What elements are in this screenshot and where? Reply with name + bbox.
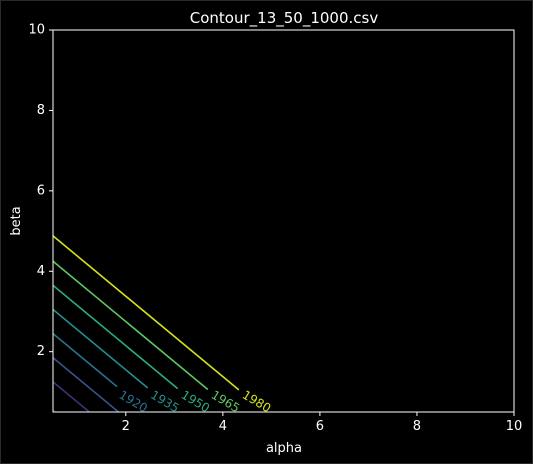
y-tick-label: 10: [28, 23, 45, 38]
x-axis-label: alpha: [266, 441, 302, 456]
contour-line: [52, 235, 240, 391]
x-tick-label: 2: [122, 419, 130, 434]
contour-label: 1920: [117, 388, 150, 416]
y-tick-label: 6: [37, 183, 45, 198]
contour-line: [52, 381, 90, 413]
contour-label: 1965: [209, 388, 242, 416]
y-tick-label: 2: [37, 344, 45, 359]
x-tick-label: 8: [413, 419, 421, 434]
x-tick-label: 4: [219, 419, 227, 434]
x-axis: 2 4 6 8 10: [122, 412, 523, 434]
y-axis-label: beta: [9, 206, 24, 235]
contour-line: [52, 308, 149, 389]
y-tick-label: 8: [37, 103, 45, 118]
contour-label: 1935: [148, 388, 181, 416]
contour-label: 1950: [179, 388, 212, 416]
x-tick-label: 6: [316, 419, 324, 434]
contour-label: 1980: [240, 388, 273, 416]
plot-area: [52, 29, 515, 413]
x-tick-label: 10: [506, 419, 523, 434]
y-tick-label: 4: [37, 264, 45, 279]
contour-line: [52, 284, 179, 390]
contour-line: [52, 260, 209, 391]
contour-line: [52, 332, 118, 388]
chart-title: Contour_13_50_1000.csv: [190, 9, 379, 28]
contour-lines: [52, 235, 240, 413]
y-axis: 2 4 6 8 10: [28, 23, 53, 359]
contour-line: [52, 357, 120, 413]
